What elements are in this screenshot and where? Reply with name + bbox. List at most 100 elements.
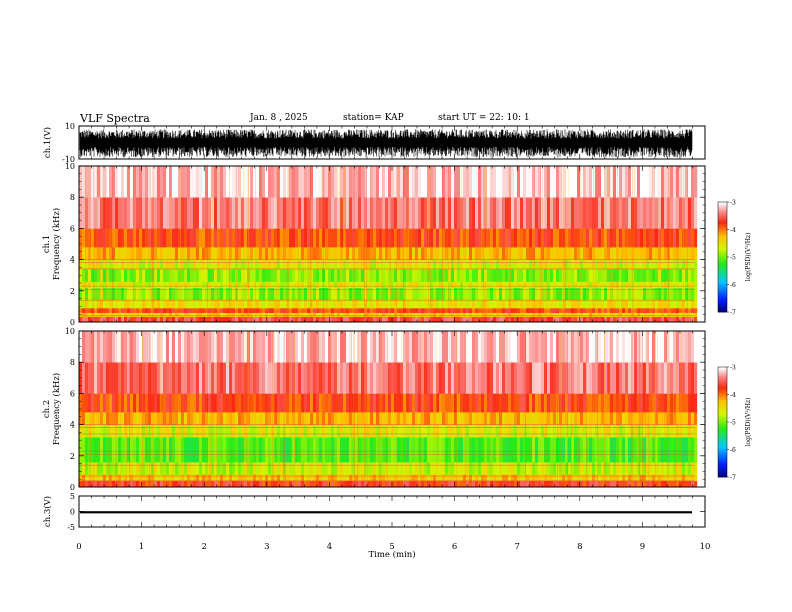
ch1-colorbar-segment <box>718 202 727 205</box>
ch2-colorbar-segment <box>718 376 727 379</box>
ch2-colorbar-segment <box>718 414 727 417</box>
ch1-colorbar-segment <box>718 293 727 296</box>
ch1-colorbar-segment <box>718 222 727 225</box>
ch2-colorbar-segment <box>718 390 727 394</box>
axis-group-2: 0 2 4 6 8 10 ch.2Frequency (kHz) <box>42 327 706 492</box>
ch2-colorbar-segment <box>718 412 727 416</box>
ch1-spectrogram-band-9 <box>79 228 698 248</box>
y-axis-label: ch.2Frequency (kHz) <box>42 373 62 445</box>
axis-group-0: 10 -10 ch.1(V) <box>42 122 706 164</box>
ch1-colorbar-tick-label: -6 <box>730 282 736 289</box>
ch2-colorbar-segment <box>718 401 727 405</box>
ch1-colorbar-segment <box>718 279 727 282</box>
y-tick-label: 4 <box>70 421 75 430</box>
ch1-colorbar-segment <box>718 249 727 252</box>
x-tick-label: 3 <box>264 542 269 552</box>
ch1-spectrogram-band-7 <box>79 259 698 270</box>
ch2-colorbar: -3 -4 -5 -6 -7 log(PSD)(V²/Hz) <box>717 365 752 482</box>
date-label: Jan. 8 , 2025 <box>250 113 308 123</box>
ch2-colorbar-segment <box>718 449 727 452</box>
ch2-colorbar-segment <box>718 453 727 456</box>
ch1-colorbar-segment <box>718 216 727 219</box>
ch2-colorbar-segment <box>718 392 727 395</box>
ch1-colorbar-tick-label: -5 <box>730 255 736 262</box>
ch1-colorbar-segment <box>718 299 727 302</box>
x-tick-label: 10 <box>700 542 711 552</box>
ch1-colorbar-segment <box>718 310 727 313</box>
x-tick-label: 9 <box>640 542 645 552</box>
ch1-colorbar-segment <box>718 258 727 262</box>
ch1-waveform-panel <box>79 126 705 159</box>
ch2-spectrogram-band-0 <box>79 480 698 488</box>
ch1-colorbar-segment <box>718 205 727 208</box>
ch2-colorbar-segment <box>718 471 727 474</box>
ch1-spectrogram-band-8 <box>79 247 698 260</box>
ch2-colorbar-segment <box>718 456 727 460</box>
y-tick-label: -5 <box>67 523 75 532</box>
y-tick-label: 6 <box>70 389 75 398</box>
ch1-spectrogram-band-10 <box>79 197 698 229</box>
ch2-spectrogram-band-2 <box>79 462 698 475</box>
ch1-colorbar-segment <box>718 247 727 251</box>
ch2-colorbar-segment <box>718 420 727 423</box>
ch1-colorbar-segment <box>718 277 727 280</box>
ch2-colorbar-segment <box>718 385 727 388</box>
ch2-spectrogram-panel <box>79 331 705 488</box>
ch2-colorbar-segment <box>718 422 727 425</box>
ch1-colorbar-segment <box>718 214 727 218</box>
ch1-colorbar-segment <box>718 260 727 263</box>
ch2-colorbar-segment <box>718 411 727 414</box>
x-axis-label: Time (min) <box>368 549 415 560</box>
ch2-colorbar-segment <box>718 379 727 383</box>
ch1-colorbar-segment <box>718 244 727 247</box>
ch2-spectrogram-band-7 <box>79 362 698 394</box>
ch1-colorbar-segment <box>718 308 727 311</box>
ch1-spectrogram-panel <box>79 166 705 323</box>
y-tick-label: 2 <box>70 452 75 461</box>
y-tick-label: 6 <box>70 224 75 233</box>
ch1-colorbar-segment <box>718 301 727 304</box>
ch1-colorbar-segment <box>718 268 727 271</box>
ch2-colorbar-segment <box>718 467 727 471</box>
ch2-colorbar-segment <box>718 396 727 399</box>
ch2-colorbar-segment <box>718 440 727 443</box>
ch1-colorbar-segment <box>718 269 727 273</box>
ch2-colorbar-tick-label: -5 <box>730 420 736 427</box>
ch2-colorbar-segment <box>718 429 727 432</box>
ch2-colorbar-segment <box>718 394 727 397</box>
y-axis-label: ch.1Frequency (kHz) <box>42 208 62 280</box>
ch1-colorbar-segment <box>718 257 727 260</box>
ch2-colorbar-segment <box>718 427 727 430</box>
ch1-colorbar-segment <box>718 218 727 221</box>
x-tick-label: 5 <box>389 542 394 552</box>
y-tick-label: 0 <box>70 318 75 327</box>
ch2-colorbar-segment <box>718 469 727 472</box>
ch1-colorbar-segment <box>718 251 727 254</box>
chart-title: VLF Spectra <box>80 112 150 125</box>
ch1-spectrogram-band-4 <box>79 287 698 301</box>
ch1-colorbar-segment <box>718 262 727 265</box>
y-tick-label: 8 <box>70 358 75 367</box>
ch2-colorbar-segment <box>718 409 727 412</box>
ch2-colorbar-segment <box>718 368 727 372</box>
ch1-colorbar-tick-label: -7 <box>730 310 736 317</box>
ch1-colorbar-segment <box>718 273 727 276</box>
x-tick-label: 7 <box>514 542 519 552</box>
ch2-colorbar-segment <box>718 445 727 449</box>
ch2-colorbar-label: log(PSD)(V²/Hz) <box>745 398 752 447</box>
ch2-colorbar-segment <box>718 405 727 408</box>
x-tick-label: 1 <box>139 542 144 552</box>
ch2-colorbar-segment <box>718 400 727 403</box>
y-tick-label: 0 <box>70 483 75 492</box>
ch1-colorbar-segment <box>718 255 727 258</box>
ch1-colorbar-tick-label: -4 <box>730 227 736 234</box>
ch1-colorbar-segment <box>718 213 727 216</box>
ch2-colorbar-segment <box>718 425 727 428</box>
ch2-colorbar-segment <box>718 416 727 419</box>
ch2-colorbar-segment <box>718 438 727 441</box>
axis-group-1: 0 2 4 6 8 10 ch.1Frequency (kHz) <box>42 162 706 327</box>
ch1-colorbar-segment <box>718 203 727 207</box>
ch2-colorbar-segment <box>718 407 727 410</box>
ch2-colorbar-segment <box>718 383 727 386</box>
